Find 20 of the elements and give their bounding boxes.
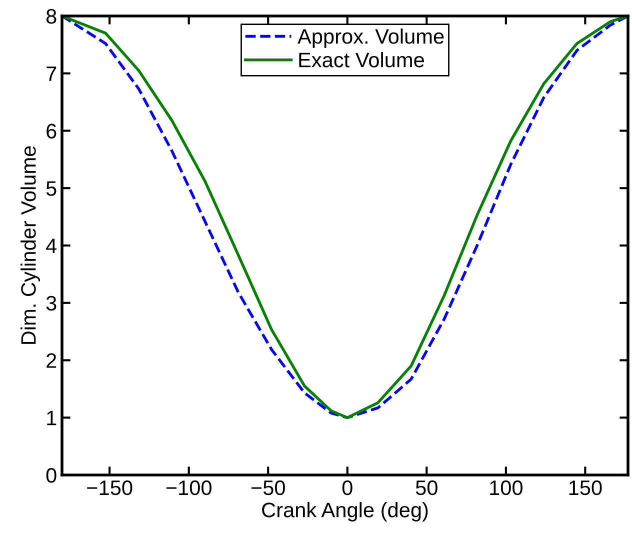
y-tick-label: 3 — [46, 296, 56, 311]
y-axis-title: Dim. Cylinder Volume — [20, 146, 40, 344]
y-tick-label: 0 — [46, 468, 56, 483]
legend-label: Approx. Volume — [298, 28, 444, 48]
y-tick-label: 6 — [46, 124, 56, 139]
legend-label: Exact Volume — [299, 52, 424, 68]
x-tick-label: −150 — [87, 480, 132, 496]
x-tick-label: −50 — [251, 480, 285, 496]
x-tick-label: 50 — [416, 480, 438, 496]
x-tick-label: 100 — [490, 480, 522, 496]
y-tick-label: 4 — [46, 238, 57, 254]
y-tick-label: 1 — [47, 410, 56, 426]
y-tick-label: 8 — [46, 9, 56, 24]
x-tick-label: −100 — [166, 480, 212, 496]
x-tick-label: 150 — [569, 480, 602, 496]
x-axis-title: Crank Angle (deg) — [262, 502, 428, 522]
x-tick-label: 0 — [342, 480, 352, 496]
y-tick-label: 2 — [46, 353, 56, 368]
y-tick-label: 5 — [46, 181, 56, 196]
y-tick-label: 7 — [46, 66, 56, 81]
